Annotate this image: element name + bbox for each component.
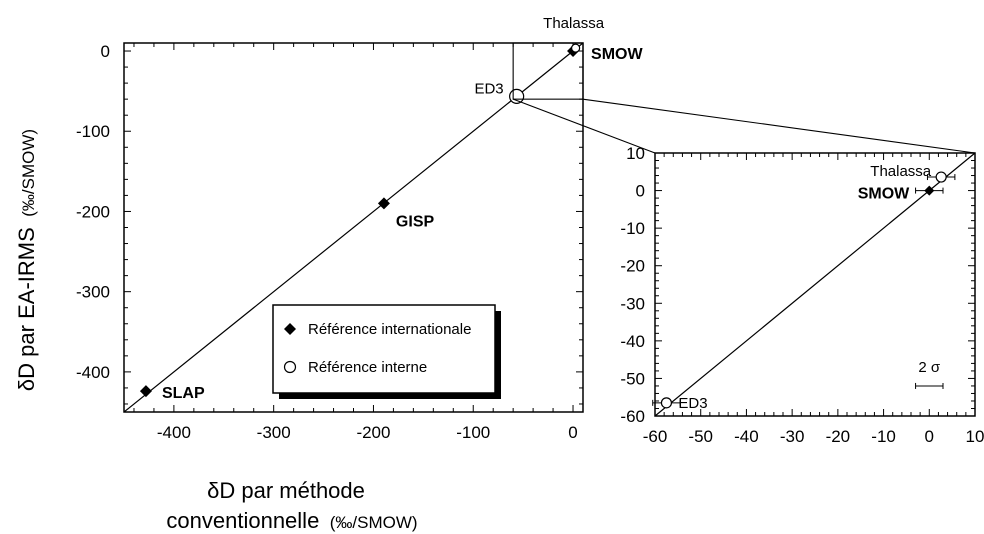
y-axis-title-unit: (‰/SMOW) [19,129,38,217]
inset-label-ed3: ED3 [678,395,707,412]
inset-x-tick-label: 10 [966,427,984,446]
inset-label-smow: SMOW [858,186,910,203]
main-point-slap [139,385,152,398]
inset-x-tick-label: -60 [643,427,668,446]
inset-y-tick-label: -50 [620,369,645,388]
legend-open-circle-icon [283,360,297,374]
main-label-ed3: ED3 [474,80,503,97]
inset-point-smow [924,185,935,196]
inset-y-tick-label: -30 [620,294,645,313]
inset-x-tick-label: -30 [780,427,805,446]
main-label-smow: SMOW [591,46,643,63]
main-y-tick-label: -100 [76,122,110,141]
inset-y-tick-label: 0 [636,182,645,201]
main-label-thalassa: Thalassa [543,15,605,32]
legend-item-international: Référence internationale [308,321,471,338]
main-x-tick-label: -300 [257,423,291,442]
inset-point-ed3 [660,397,673,409]
main-point-thalassa [571,43,581,53]
inset-point-thalassa [935,171,947,183]
legend-box [272,304,496,394]
main-x-tick-label: 0 [568,423,577,442]
zoom-connector [512,42,976,154]
inset-x-tick-label: 0 [925,427,934,446]
main-x-tick-label: -400 [157,423,191,442]
x-axis-title-line2-unit: (‰/SMOW) [330,513,418,532]
main-label-slap: SLAP [162,385,205,402]
main-y-tick-label: -200 [76,202,110,221]
main-chart: -400 -300 -200 -100 00-100-200-300-400SMOWGI… [76,15,643,442]
main-y-tick-label: -300 [76,283,110,302]
zoom-box [512,42,584,100]
inset-two-sigma-label: 2 σ [918,359,941,376]
main-x-tick-label: -200 [356,423,390,442]
zoom-connector-left [512,98,656,154]
inset-x-tick-label: -20 [826,427,851,446]
inset-y-tick-label: -10 [620,219,645,238]
legend: Référence internationale Référence inter… [272,304,501,399]
legend-diamond-icon [284,323,296,335]
inset-x-tick-label: -10 [871,427,896,446]
inset-one-to-one-line [654,152,976,417]
x-axis-title-line1: δD par méthode [207,478,365,503]
inset-y-tick-label: -40 [620,332,645,351]
main-one-to-one-line [123,42,584,413]
inset-y-tick-label: -20 [620,257,645,276]
main-label-gisp: GISP [396,213,435,230]
inset-x-tick-label: -50 [688,427,713,446]
inset-x-tick-label: -40 [734,427,759,446]
inset-y-tick-label: 10 [626,144,645,163]
x-axis-title-line2-main: conventionnelle [166,508,319,533]
main-y-tick-label: 0 [101,42,110,61]
main-point-gisp [377,197,390,210]
inset-label-thalassa: Thalassa [870,163,932,180]
y-axis-title: δD par EA-IRMS (‰/SMOW) [14,129,39,391]
inset-chart: -60 -50 -40 -30 -20 -10 0 10 10 0 -10 -20 -30 -40 -50 -… [620,144,984,446]
inset-y-tick-label: -60 [620,407,645,426]
legend-item-internal: Référence interne [308,359,427,376]
y-axis-title-main: δD par EA-IRMS [14,227,39,391]
x-axis-title-line2: conventionnelle (‰/SMOW) [166,508,417,533]
zoom-connector-right [582,98,976,154]
main-point-ed3 [509,88,525,104]
main-x-tick-label: -100 [456,423,490,442]
main-y-tick-label: -400 [76,363,110,382]
